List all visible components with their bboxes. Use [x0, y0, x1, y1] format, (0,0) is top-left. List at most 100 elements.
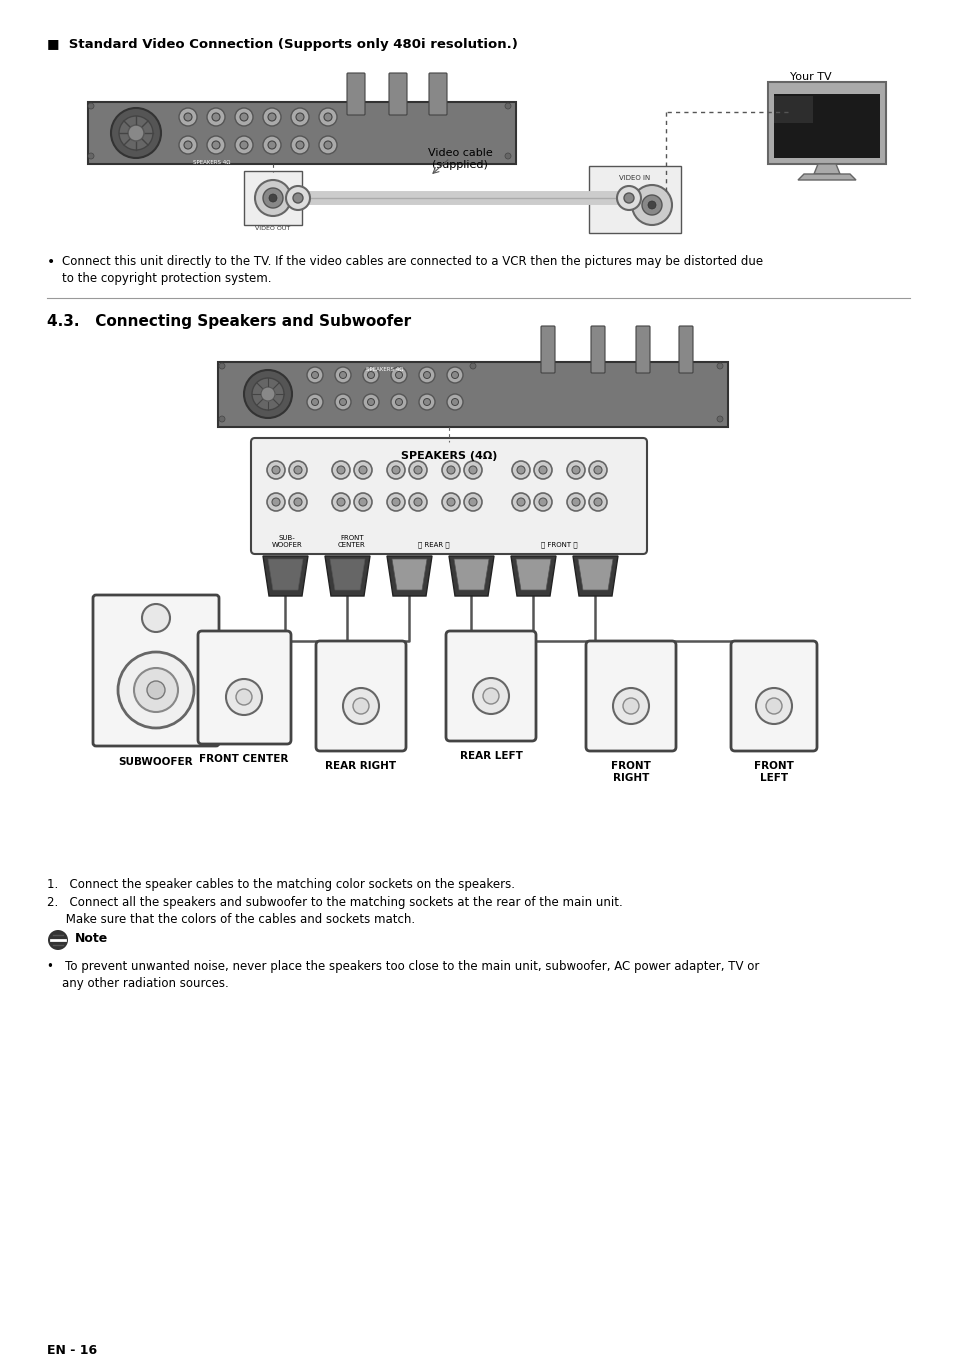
Circle shape [631, 184, 671, 225]
Circle shape [234, 137, 253, 154]
Circle shape [263, 108, 281, 126]
Circle shape [623, 193, 634, 204]
Circle shape [447, 367, 462, 382]
Text: •   To prevent unwanted noise, never place the speakers too close to the main un: • To prevent unwanted noise, never place… [47, 960, 759, 973]
FancyBboxPatch shape [244, 171, 302, 225]
Circle shape [414, 499, 421, 505]
FancyBboxPatch shape [347, 72, 365, 115]
Circle shape [179, 108, 196, 126]
Polygon shape [449, 556, 494, 596]
Polygon shape [263, 556, 308, 596]
Circle shape [418, 393, 435, 410]
Circle shape [339, 372, 346, 378]
Circle shape [367, 399, 375, 406]
Text: 1.   Connect the speaker cables to the matching color sockets on the speakers.: 1. Connect the speaker cables to the mat… [47, 878, 515, 891]
Circle shape [517, 466, 524, 474]
Circle shape [289, 493, 307, 511]
Text: any other radiation sources.: any other radiation sources. [47, 977, 229, 990]
Circle shape [517, 499, 524, 505]
Circle shape [504, 102, 511, 109]
Circle shape [336, 466, 345, 474]
Circle shape [324, 141, 332, 149]
Circle shape [641, 195, 661, 214]
Circle shape [354, 493, 372, 511]
FancyBboxPatch shape [88, 102, 516, 164]
Circle shape [343, 688, 378, 724]
Circle shape [295, 141, 304, 149]
Circle shape [263, 137, 281, 154]
Circle shape [463, 493, 481, 511]
Text: REAR LEFT: REAR LEFT [459, 751, 522, 761]
Text: Your TV: Your TV [789, 72, 831, 82]
FancyBboxPatch shape [585, 641, 676, 751]
Circle shape [717, 363, 722, 369]
Text: Make sure that the colors of the cables and sockets match.: Make sure that the colors of the cables … [47, 912, 415, 926]
Text: SPEAKERS 4Ω: SPEAKERS 4Ω [193, 160, 230, 165]
Circle shape [286, 186, 310, 210]
FancyBboxPatch shape [218, 362, 727, 428]
Circle shape [335, 367, 351, 382]
Circle shape [392, 499, 399, 505]
Circle shape [335, 393, 351, 410]
Circle shape [358, 466, 367, 474]
Circle shape [363, 367, 378, 382]
Circle shape [179, 137, 196, 154]
Circle shape [324, 113, 332, 122]
Circle shape [391, 393, 407, 410]
Circle shape [118, 652, 193, 728]
Text: EN - 16: EN - 16 [47, 1344, 97, 1356]
Text: SUB-
WOOFER: SUB- WOOFER [272, 535, 302, 548]
Text: Connect this unit directly to the TV. If the video cables are connected to a VCR: Connect this unit directly to the TV. If… [62, 255, 762, 268]
Circle shape [295, 113, 304, 122]
Circle shape [332, 460, 350, 479]
Circle shape [451, 399, 458, 406]
Circle shape [451, 372, 458, 378]
Circle shape [765, 698, 781, 714]
Circle shape [395, 399, 402, 406]
Polygon shape [387, 556, 432, 596]
Circle shape [142, 604, 170, 632]
Circle shape [234, 108, 253, 126]
Circle shape [441, 493, 459, 511]
Text: ■  Standard Video Connection (Supports only 480i resolution.): ■ Standard Video Connection (Supports on… [47, 38, 517, 51]
Circle shape [336, 499, 345, 505]
Polygon shape [392, 559, 427, 590]
Circle shape [572, 466, 579, 474]
Circle shape [235, 688, 252, 705]
Polygon shape [325, 556, 370, 596]
Circle shape [566, 493, 584, 511]
Circle shape [272, 466, 280, 474]
FancyBboxPatch shape [767, 82, 885, 164]
Circle shape [441, 460, 459, 479]
Polygon shape [516, 559, 551, 590]
Circle shape [289, 460, 307, 479]
Text: Ⓡ FRONT Ⓛ: Ⓡ FRONT Ⓛ [540, 541, 577, 548]
Circle shape [391, 367, 407, 382]
Circle shape [318, 108, 336, 126]
Circle shape [594, 499, 601, 505]
Circle shape [469, 466, 476, 474]
Circle shape [755, 688, 791, 724]
Text: FRONT
LEFT: FRONT LEFT [753, 761, 793, 783]
FancyBboxPatch shape [429, 72, 447, 115]
Circle shape [294, 466, 302, 474]
Text: •: • [47, 255, 55, 269]
FancyBboxPatch shape [636, 326, 649, 373]
Circle shape [184, 141, 192, 149]
Circle shape [538, 499, 546, 505]
Circle shape [267, 493, 285, 511]
Circle shape [268, 141, 275, 149]
Circle shape [613, 688, 648, 724]
Circle shape [111, 108, 161, 158]
Polygon shape [268, 559, 303, 590]
Circle shape [588, 460, 606, 479]
Circle shape [392, 466, 399, 474]
Circle shape [254, 180, 291, 216]
Circle shape [717, 417, 722, 422]
FancyBboxPatch shape [315, 641, 406, 751]
FancyBboxPatch shape [588, 167, 680, 234]
Text: Note: Note [75, 932, 108, 944]
Circle shape [617, 186, 640, 210]
FancyBboxPatch shape [730, 641, 816, 751]
Polygon shape [454, 559, 489, 590]
